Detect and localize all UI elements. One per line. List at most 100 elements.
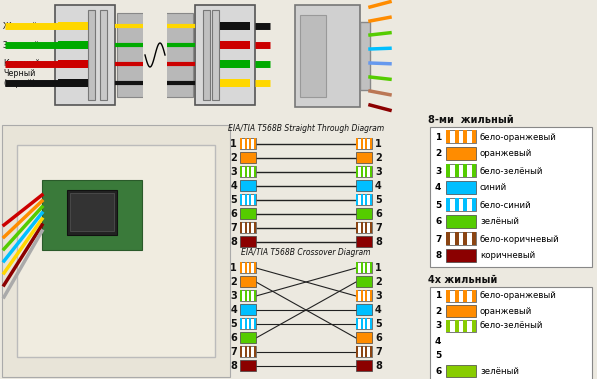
Bar xyxy=(240,138,256,149)
Bar xyxy=(249,346,251,357)
Bar xyxy=(446,320,450,332)
Bar xyxy=(254,346,256,357)
Bar xyxy=(58,22,88,30)
Bar xyxy=(240,332,256,343)
Text: 4: 4 xyxy=(435,337,441,346)
Bar xyxy=(365,138,367,149)
Bar xyxy=(240,180,256,191)
Text: EIA/TIA T568B Straight Through Diagram: EIA/TIA T568B Straight Through Diagram xyxy=(228,124,384,133)
Bar xyxy=(463,130,467,143)
Text: 4: 4 xyxy=(375,181,381,191)
Bar xyxy=(143,10,167,100)
Bar xyxy=(365,290,367,301)
Bar xyxy=(240,166,242,177)
Bar xyxy=(463,198,467,211)
Text: 3: 3 xyxy=(230,291,237,301)
Bar xyxy=(370,346,372,357)
Bar xyxy=(245,290,247,301)
Bar xyxy=(245,138,247,149)
Text: 6: 6 xyxy=(375,209,381,219)
Bar xyxy=(212,10,219,100)
Bar xyxy=(356,346,358,357)
Bar xyxy=(356,208,372,219)
Bar xyxy=(58,78,88,87)
Bar xyxy=(361,318,363,329)
Bar xyxy=(249,262,251,273)
Bar xyxy=(295,5,360,107)
Bar xyxy=(203,10,210,100)
Bar xyxy=(356,360,372,371)
Bar xyxy=(356,194,358,205)
Bar xyxy=(430,127,592,267)
Bar xyxy=(365,318,367,329)
Bar xyxy=(117,13,193,97)
Bar xyxy=(446,320,476,332)
Bar xyxy=(370,166,372,177)
Bar xyxy=(356,222,372,233)
Bar xyxy=(446,232,476,245)
Bar xyxy=(240,208,256,219)
Text: оранжевый: оранжевый xyxy=(480,149,533,158)
Bar xyxy=(361,166,363,177)
Text: бело-оранжевый: бело-оранжевый xyxy=(480,291,557,301)
Bar xyxy=(446,130,450,143)
Bar xyxy=(356,138,358,149)
Text: 2: 2 xyxy=(230,277,237,287)
Bar xyxy=(195,5,255,105)
Text: синий: синий xyxy=(480,183,507,193)
Bar xyxy=(55,5,115,105)
Bar xyxy=(88,10,95,100)
Text: Зеленый: Зеленый xyxy=(3,41,40,50)
Bar xyxy=(472,290,476,302)
Bar xyxy=(361,222,363,233)
Bar xyxy=(254,318,256,329)
Bar xyxy=(361,194,363,205)
Text: 1: 1 xyxy=(230,263,237,273)
Bar xyxy=(240,346,242,357)
Bar xyxy=(370,194,372,205)
Text: 4: 4 xyxy=(230,181,237,191)
Bar xyxy=(240,346,256,357)
Bar xyxy=(356,290,372,301)
Bar xyxy=(240,290,242,301)
Bar xyxy=(356,236,372,247)
Bar xyxy=(356,318,372,329)
Bar xyxy=(254,290,256,301)
Bar xyxy=(360,22,370,89)
Text: 4: 4 xyxy=(435,183,441,193)
Text: 8: 8 xyxy=(435,252,441,260)
Bar xyxy=(254,138,256,149)
Bar xyxy=(454,232,459,245)
Bar xyxy=(472,164,476,177)
Bar xyxy=(254,262,256,273)
Bar xyxy=(220,41,250,49)
Bar xyxy=(454,198,459,211)
Text: 3: 3 xyxy=(435,321,441,330)
Text: 5: 5 xyxy=(230,319,237,329)
Bar xyxy=(356,346,372,357)
Bar xyxy=(446,215,476,228)
Bar xyxy=(454,164,459,177)
Bar xyxy=(254,194,256,205)
Bar xyxy=(249,138,251,149)
Text: 3: 3 xyxy=(435,166,441,175)
Bar xyxy=(463,290,467,302)
Text: 1: 1 xyxy=(375,263,381,273)
Bar xyxy=(245,346,247,357)
Bar xyxy=(249,194,251,205)
Text: коричневый: коричневый xyxy=(480,252,536,260)
Bar xyxy=(446,198,476,211)
Bar xyxy=(446,232,450,245)
Bar xyxy=(249,222,251,233)
Bar xyxy=(356,166,372,177)
Bar xyxy=(42,180,142,250)
Bar xyxy=(356,290,358,301)
Bar xyxy=(356,194,372,205)
Text: 3: 3 xyxy=(230,167,237,177)
Bar xyxy=(356,276,372,287)
Text: 6: 6 xyxy=(435,218,441,227)
Text: 2: 2 xyxy=(375,277,381,287)
Bar xyxy=(454,290,459,302)
Bar xyxy=(17,145,215,357)
Bar xyxy=(472,232,476,245)
